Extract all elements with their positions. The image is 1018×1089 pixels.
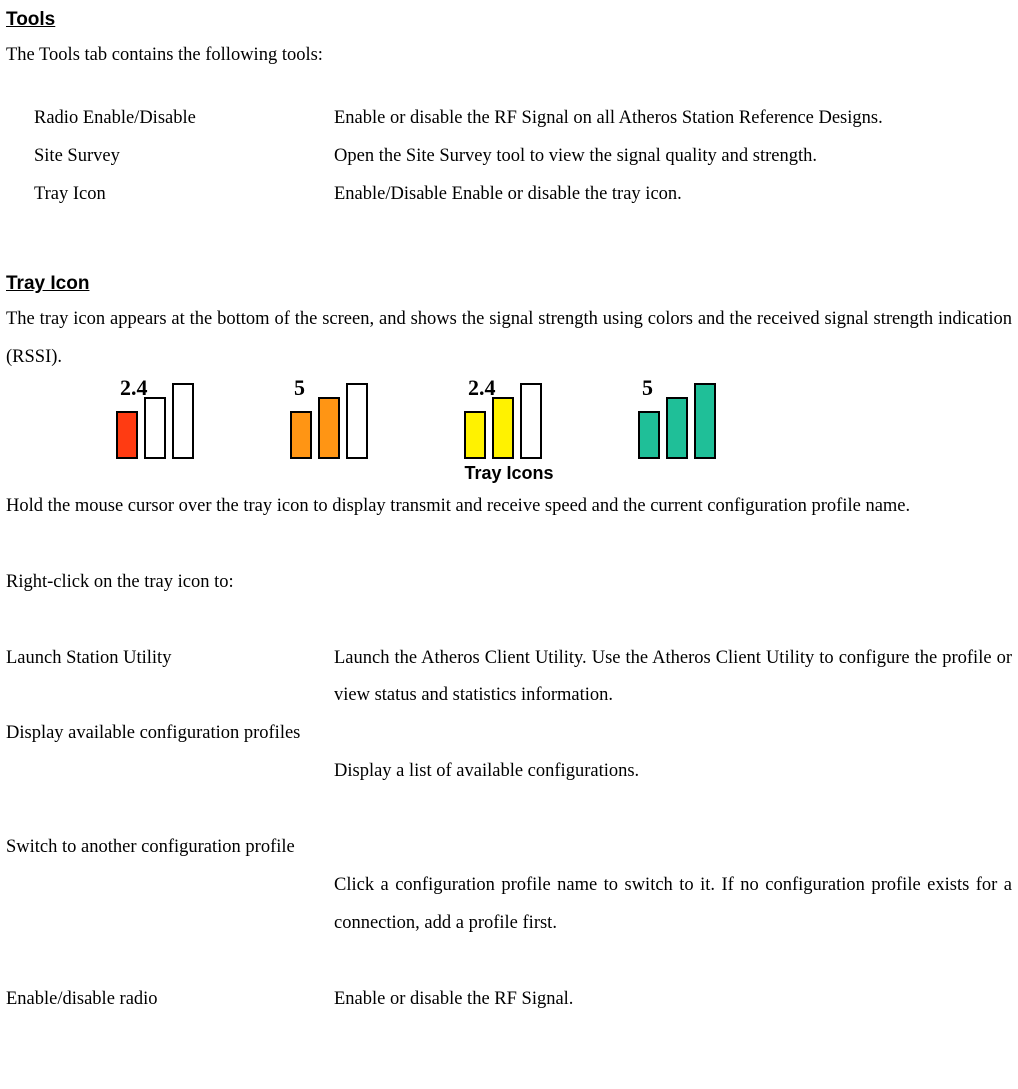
tray-icons-figure: 2.4 5 2.4 5 (116, 383, 1012, 459)
signal-bar (144, 397, 166, 459)
tools-term: Site Survey (34, 138, 334, 176)
menu-term: Enable/disable radio (6, 981, 334, 1019)
right-click-intro: Right-click on the tray icon to: (6, 564, 1012, 602)
tray-intro-text: The tray icon appears at the bottom of t… (6, 301, 1012, 377)
signal-bars-icon: 2.4 (116, 383, 194, 459)
signal-band-label: 5 (642, 377, 653, 399)
signal-bar (318, 397, 340, 459)
menu-term: Launch Station Utility (6, 640, 334, 678)
menu-row: Enable/disable radioEnable or disable th… (6, 981, 1012, 1019)
signal-bar (464, 411, 486, 459)
tray-hover-text: Hold the mouse cursor over the tray icon… (6, 488, 1012, 526)
menu-row: Launch Station UtilityLaunch the Atheros… (6, 640, 1012, 716)
tools-term: Tray Icon (34, 176, 334, 214)
signal-bar (666, 397, 688, 459)
tray-icons-caption: Tray Icons (6, 461, 1012, 486)
signal-bar (346, 383, 368, 459)
tools-intro-text: The Tools tab contains the following too… (6, 37, 1012, 75)
tools-table: Radio Enable/Disable Enable or disable t… (34, 100, 1012, 214)
signal-bar (290, 411, 312, 459)
menu-desc: Launch the Atheros Client Utility. Use t… (334, 640, 1012, 716)
signal-bar (492, 397, 514, 459)
section-heading-tray-icon: Tray Icon (6, 270, 1012, 299)
tools-desc: Enable/Disable Enable or disable the tra… (334, 176, 1012, 214)
signal-band-label: 2.4 (120, 377, 148, 399)
signal-bar (694, 383, 716, 459)
menu-desc: Display a list of available configuratio… (334, 753, 1012, 791)
tools-desc: Enable or disable the RF Signal on all A… (334, 100, 1012, 138)
section-heading-tools: Tools (6, 6, 1012, 35)
tools-desc: Open the Site Survey tool to view the si… (334, 138, 1012, 176)
signal-bars-icon: 5 (638, 383, 716, 459)
tools-term: Radio Enable/Disable (34, 100, 334, 138)
signal-bar (520, 383, 542, 459)
spacer (6, 602, 1012, 640)
signal-bar (116, 411, 138, 459)
tools-row: Radio Enable/Disable Enable or disable t… (34, 100, 1012, 138)
menu-desc: Enable or disable the RF Signal. (334, 981, 1012, 1019)
menu-term: Switch to another configuration profile (6, 829, 1012, 867)
tools-row: Tray Icon Enable/Disable Enable or disab… (34, 176, 1012, 214)
spacer (6, 943, 1012, 981)
signal-bar (172, 383, 194, 459)
signal-bar (638, 411, 660, 459)
signal-band-label: 5 (294, 377, 305, 399)
spacer (6, 526, 1012, 564)
menu-desc: Click a configuration profile name to sw… (334, 867, 1012, 943)
menu-term: Display available configuration profiles (6, 715, 1012, 753)
signal-band-label: 2.4 (468, 377, 496, 399)
signal-bars-icon: 5 (290, 383, 368, 459)
signal-bars-icon: 2.4 (464, 383, 542, 459)
spacer (6, 791, 1012, 829)
tools-row: Site Survey Open the Site Survey tool to… (34, 138, 1012, 176)
context-menu-table: Launch Station UtilityLaunch the Atheros… (6, 640, 1012, 1019)
